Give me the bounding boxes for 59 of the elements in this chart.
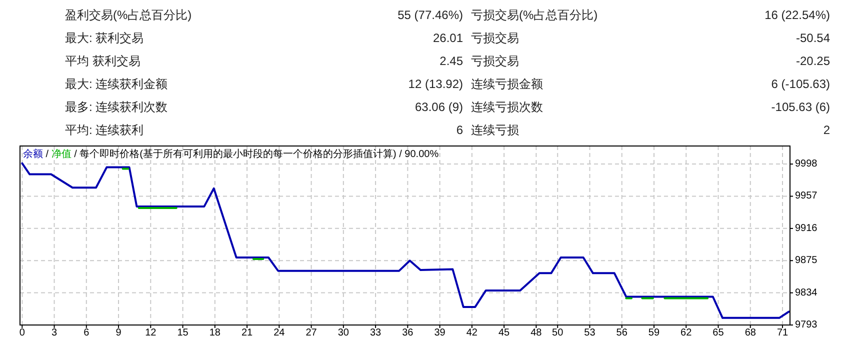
text: 平均 获利交易 [65, 54, 140, 68]
text: 亏损交易 [471, 31, 519, 45]
x-tick-label: 65 [712, 328, 724, 338]
x-tick-label: 62 [680, 328, 692, 338]
text: 平均: 连续获利 [65, 123, 144, 137]
annotation: / [46, 148, 52, 160]
x-tick-label: 45 [498, 328, 510, 338]
text: 26.01 [432, 31, 464, 45]
annotation: / 每个即时价格(基于所有可利用的最小时段的每一个价格的分形插值计算) / 90.00% [74, 148, 439, 160]
text: 最大: 连续获利金额 [65, 77, 168, 91]
text: -20.25 [796, 54, 830, 68]
x-tick-label: 12 [145, 328, 157, 338]
x-tick-label: 6 [84, 328, 90, 338]
text: 2.45 [440, 54, 464, 68]
text: 2 [823, 123, 830, 137]
x-tick-label: 71 [776, 328, 789, 338]
x-tick-label: 39 [434, 328, 446, 338]
text: -50.54 [796, 31, 830, 45]
text: 连续亏损 [471, 123, 519, 137]
text: 净值 [51, 148, 74, 160]
x-tick-label: 59 [648, 328, 660, 338]
x-tick-label: 48 [530, 328, 542, 338]
text: 盈利交易(%占总百分比) [65, 8, 192, 22]
text: -105.63 (6) [771, 100, 830, 114]
x-tick-label: 18 [209, 328, 221, 338]
text: 6 (-105.63) [771, 77, 830, 91]
y-tick-label: 9998 [795, 158, 818, 170]
y-tick-label: 9834 [795, 287, 818, 298]
x-tick-label: 33 [370, 328, 382, 338]
x-tick-label: 0 [19, 328, 26, 338]
x-tick-label: 53 [584, 328, 596, 338]
text: 6 [456, 123, 464, 137]
x-tick-label: 15 [177, 328, 189, 338]
text: 亏损交易(%占总百分比) [471, 8, 598, 22]
x-tick-label: 30 [338, 328, 350, 338]
x-tick-label: 42 [466, 328, 478, 338]
x-tick-label: 50 [552, 328, 564, 338]
x-tick-label: 68 [744, 328, 756, 338]
x-tick-label: 21 [241, 328, 254, 338]
x-tick-label: 9 [116, 328, 122, 338]
y-tick-label: 9875 [795, 255, 818, 266]
text: 63.06 (9) [414, 100, 463, 114]
x-tick-label: 36 [402, 328, 414, 338]
x-tick-label: 3 [51, 328, 58, 338]
text: 最多: 连续获利次数 [65, 100, 168, 114]
x-tick-label: 56 [616, 328, 628, 338]
text: 连续亏损金额 [471, 77, 543, 91]
series-label: 余额 [23, 148, 46, 160]
text: 亏损交易 [471, 54, 519, 68]
y-tick-label: 9957 [795, 190, 818, 202]
x-tick-label: 27 [306, 328, 318, 338]
text: 连续亏损次数 [471, 100, 543, 114]
y-tick-label: 9793 [795, 320, 818, 330]
text: 12 (13.92) [408, 77, 464, 91]
text: 16 (22.54%) [764, 8, 830, 22]
text: 55 (77.46%) [398, 8, 463, 22]
text: 最大: 获利交易 [65, 31, 144, 45]
x-tick-label: 24 [274, 328, 286, 338]
y-tick-label: 9916 [795, 222, 818, 234]
